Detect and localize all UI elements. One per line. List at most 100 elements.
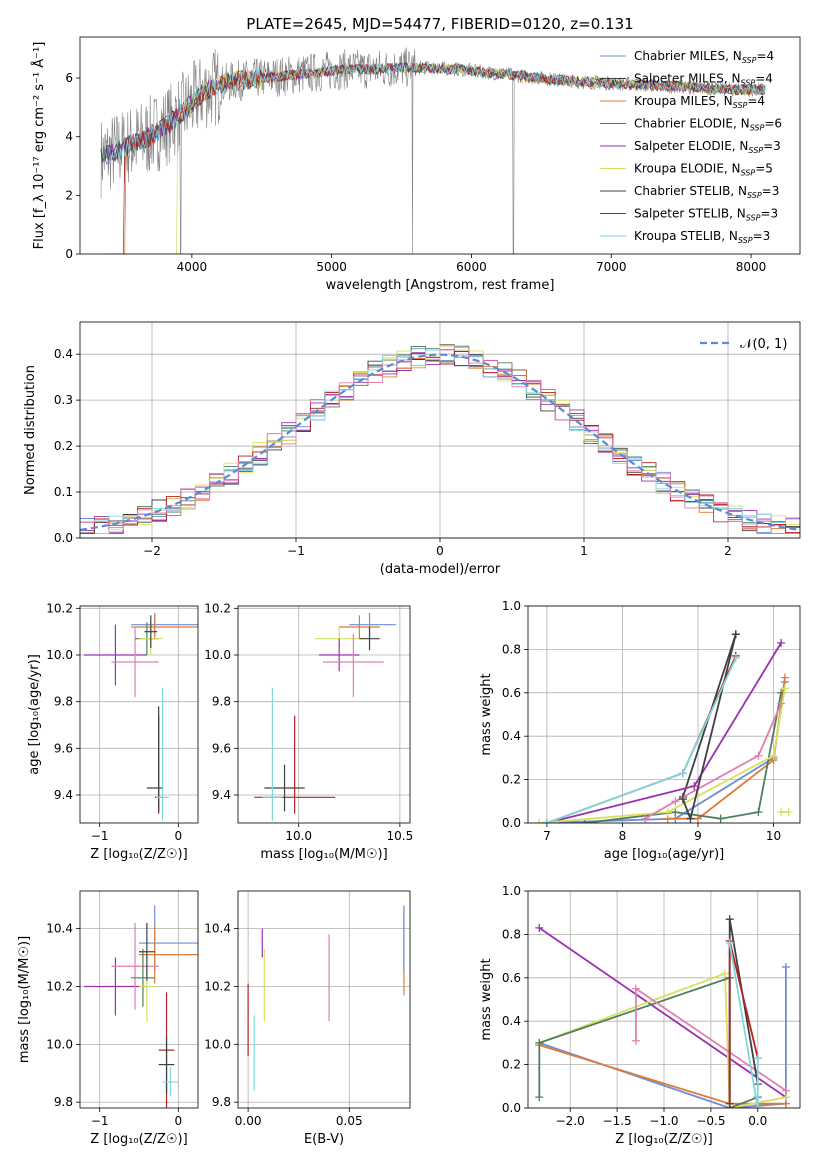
y-axis-label: Flux [f_λ 10⁻¹⁷ erg cm⁻² s⁻¹ Å⁻¹] bbox=[31, 42, 47, 250]
weight-marker bbox=[754, 808, 763, 817]
y-tick-label: 10.0 bbox=[46, 648, 73, 662]
x-tick-label: 7000 bbox=[596, 260, 627, 274]
y-tick-label: 0.0 bbox=[502, 1101, 521, 1115]
x-axis-label: age [log₁₀(age/yr)] bbox=[604, 847, 725, 862]
x-axis-label: E(B-V) bbox=[304, 1132, 344, 1147]
weight-marker bbox=[678, 795, 687, 804]
legend-label: 𝒩(0, 1) bbox=[740, 337, 787, 352]
plot-area bbox=[535, 630, 793, 823]
y-tick-label: 10.0 bbox=[204, 1037, 231, 1051]
x-tick-label: −2.0 bbox=[556, 1114, 585, 1128]
x-tick-label: 10.5 bbox=[387, 829, 414, 843]
y-tick-label: 0.2 bbox=[502, 773, 521, 787]
weight-marker bbox=[725, 1099, 734, 1108]
weight-line bbox=[682, 633, 737, 822]
y-tick-label: 10.4 bbox=[46, 922, 73, 936]
plot-area bbox=[80, 344, 800, 534]
weight-marker bbox=[535, 819, 544, 823]
y-tick-label: 0.2 bbox=[54, 439, 73, 453]
plot-mass_vs_ebv: 0.00 0.05 9.8 10.0 10.2 10.4 E(B-V) bbox=[204, 890, 411, 1147]
weight-marker bbox=[641, 814, 650, 823]
plot-mass_vs_Z: −1 0 9.8 10.0 10.2 10.4 Z [log₁₀(Z/Z☉)] mass [l… bbox=[17, 890, 199, 1147]
weight-marker bbox=[671, 808, 680, 817]
weight-line bbox=[539, 688, 786, 823]
y-tick-label: 4 bbox=[65, 130, 73, 144]
y-tick-label: 0.2 bbox=[502, 1058, 521, 1072]
y-axis-label: mass weight bbox=[479, 673, 494, 755]
y-tick-label: 0.8 bbox=[502, 927, 521, 941]
weight-marker bbox=[580, 819, 589, 823]
plot-weight_vs_age: 7 8 9 10 0.0 0.2 0.4 0.6 0.8 1.0 age [log₁₀(age/yr… bbox=[479, 599, 801, 862]
x-tick-label: 10 bbox=[766, 829, 781, 843]
x-axis-label: Z [log₁₀(Z/Z☉)] bbox=[90, 847, 187, 862]
x-tick-label: 5000 bbox=[316, 260, 347, 274]
plot-area bbox=[247, 905, 405, 1091]
plot-age_vs_Z: −1 0 9.4 9.6 9.8 10.0 10.2 Z [log₁₀(Z/Z☉)] age [… bbox=[27, 601, 199, 862]
legend-label: Kroupa MILES, NSSP=4 bbox=[634, 94, 765, 110]
plot-area bbox=[254, 613, 396, 821]
y-tick-label: 9.6 bbox=[54, 741, 73, 755]
legend-label: Chabrier ELODIE, NSSP=6 bbox=[634, 117, 782, 133]
weight-marker bbox=[716, 814, 725, 823]
model-spectrum-line bbox=[109, 61, 766, 164]
x-tick-label: −1.0 bbox=[649, 1114, 678, 1128]
x-tick-label: 8000 bbox=[736, 260, 767, 274]
weight-line bbox=[538, 972, 787, 1108]
weight-marker bbox=[753, 1104, 762, 1108]
x-axis-label: (data-model)/error bbox=[380, 562, 501, 577]
legend-label: Chabrier MILES, NSSP=4 bbox=[634, 49, 774, 65]
y-axis-label: Normed distribution bbox=[23, 365, 38, 495]
x-axis-label: wavelength [Angstrom, rest frame] bbox=[326, 278, 555, 293]
plot-spectrum: 4000 5000 6000 7000 8000 0 2 4 6 wavelength [Angs… bbox=[31, 36, 801, 293]
axes-frame bbox=[237, 605, 411, 824]
x-tick-label: 6000 bbox=[456, 260, 487, 274]
y-tick-label: 10.2 bbox=[204, 979, 231, 993]
weight-marker bbox=[631, 1036, 640, 1045]
y-axis-label: mass weight bbox=[479, 958, 494, 1040]
y-tick-label: 0.6 bbox=[502, 686, 521, 700]
plot-weight_vs_Z: −2.0 −1.5 −1.0 −0.5 0.0 0.0 0.2 0.4 0.6 0.8 1.0 Z [… bbox=[479, 884, 801, 1147]
y-tick-label: 2 bbox=[65, 188, 73, 202]
y-tick-label: 0.3 bbox=[54, 393, 73, 407]
y-tick-label: 9.8 bbox=[54, 1095, 73, 1109]
weight-marker bbox=[535, 923, 544, 932]
x-tick-label: 0.05 bbox=[336, 1114, 363, 1128]
y-tick-label: 0.4 bbox=[502, 729, 521, 743]
y-tick-label: 10.0 bbox=[204, 648, 231, 662]
legend-label: Kroupa ELODIE, NSSP=5 bbox=[634, 162, 773, 178]
weight-marker bbox=[731, 630, 740, 639]
y-tick-label: 10.2 bbox=[46, 601, 73, 615]
weight-marker bbox=[769, 751, 778, 760]
plot-age_vs_mass: 10.0 10.5 9.4 9.6 9.8 10.0 10.2 mass [log₁₀(M/M… bbox=[204, 601, 413, 862]
x-tick-label: −2 bbox=[143, 544, 161, 558]
y-tick-label: 1.0 bbox=[502, 599, 521, 613]
x-tick-label: 1 bbox=[580, 544, 588, 558]
weight-marker bbox=[781, 1086, 790, 1095]
plot-area bbox=[100, 47, 766, 254]
weight-marker bbox=[781, 962, 790, 971]
y-tick-label: 0.4 bbox=[54, 347, 73, 361]
y-tick-label: 0.8 bbox=[502, 642, 521, 656]
legend-label: Kroupa STELIB, NSSP=3 bbox=[634, 229, 770, 245]
x-tick-label: 0 bbox=[175, 1114, 183, 1128]
x-axis-label: Z [log₁₀(Z/Z☉)] bbox=[615, 1132, 712, 1147]
x-tick-label: −1.5 bbox=[603, 1114, 632, 1128]
axes-frame bbox=[79, 321, 801, 539]
plot-area bbox=[83, 613, 198, 821]
x-tick-label: 0 bbox=[175, 829, 183, 843]
x-tick-label: 4000 bbox=[177, 260, 208, 274]
x-tick-label: 2 bbox=[724, 544, 732, 558]
weight-marker bbox=[542, 819, 551, 823]
y-tick-label: 6 bbox=[65, 71, 73, 85]
weight-line bbox=[538, 927, 787, 1098]
weight-marker bbox=[535, 1093, 544, 1102]
x-tick-label: 10.0 bbox=[285, 829, 312, 843]
weight-marker bbox=[777, 699, 786, 708]
weight-marker bbox=[780, 684, 789, 693]
legend-label: Salpeter STELIB, NSSP=3 bbox=[634, 207, 778, 223]
y-tick-label: 10.0 bbox=[46, 1037, 73, 1051]
x-tick-label: 9 bbox=[694, 829, 702, 843]
x-axis-label: Z [log₁₀(Z/Z☉)] bbox=[90, 1132, 187, 1147]
y-tick-label: 0.1 bbox=[54, 485, 73, 499]
